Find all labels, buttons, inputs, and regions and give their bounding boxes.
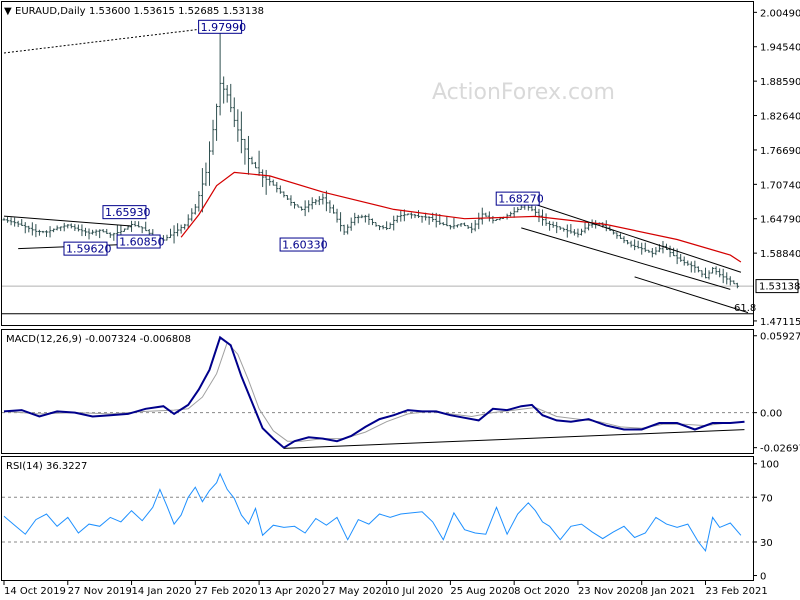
macd-support-line: [283, 429, 745, 449]
price-axis-label: 1.47115: [760, 317, 800, 328]
price-callout-label: 1.65930: [105, 206, 151, 219]
macd-layer: 0.059272 0.00 -0.026978: [2, 332, 800, 455]
macd-label: MACD(12,26,9) -0.007324 -0.006808: [6, 334, 191, 345]
macd-panel-frame: [1, 329, 754, 454]
rsi-panel-frame: [1, 456, 754, 581]
x-axis-label: 10 Jul 2020: [387, 586, 444, 597]
macd-signal-line: [3, 341, 745, 442]
fib-618-label: 61.8: [734, 303, 756, 314]
price-axis-label: 1.94540: [760, 43, 800, 54]
watermark: ActionForex.com: [432, 80, 615, 105]
x-axis-label: 27 May 2020: [323, 586, 388, 597]
x-axis-label: 14 Jan 2020: [132, 586, 192, 597]
dotted-trend-line: [3, 26, 221, 54]
moving-average-line: [180, 171, 742, 263]
x-axis-label: 25 Aug 2020: [450, 586, 514, 597]
price-axis-label: 1.70740: [760, 180, 800, 191]
price-callout-box: [198, 19, 243, 34]
price-callout-box: [116, 234, 161, 249]
price-callout-label: 1.60330: [282, 239, 328, 252]
price-layer: 2.00490 1.94540 1.88590 1.82640 1.76690 1.707…: [2, 8, 800, 328]
x-axis-label: 8 Jan 2021: [642, 586, 696, 597]
price-header-title: EURAUD,Daily: [15, 6, 86, 17]
price-callout-box: [102, 205, 147, 220]
price-callout-box: [279, 237, 324, 252]
rsi-line: [3, 472, 742, 553]
macd-axis-label: 0.059272: [760, 332, 800, 343]
price-callout-label: 1.60850: [119, 236, 165, 249]
rsi-axis-label: 30: [760, 538, 773, 549]
channel-top-line: [517, 198, 742, 273]
price-callout-label: 1.68270: [498, 193, 544, 206]
price-header-arrow: ▼: [4, 6, 12, 17]
rsi-axis-label: 0: [760, 572, 766, 583]
price-panel-frame: [1, 1, 754, 326]
price-axis-label: 1.58840: [760, 249, 800, 260]
macd-line: [3, 335, 745, 449]
price-bars: [2, 26, 739, 289]
x-axis-label: 27 Feb 2020: [195, 586, 257, 597]
channel-mid-line: [521, 227, 731, 290]
left-channel-top-line: [3, 215, 132, 227]
price-callout-box: [495, 191, 540, 206]
current-price-tag: 1.53138: [755, 279, 800, 294]
current-price-box: [755, 279, 799, 294]
rsi-axis-label: 100: [760, 460, 779, 471]
price-callout-label: 1.59620: [66, 243, 112, 256]
rsi-label: RSI(14) 36.3227: [6, 461, 87, 472]
price-axis-label: 1.76690: [760, 146, 800, 157]
channel-bottom-line: [634, 276, 749, 314]
x-axis-label: 23 Feb 2021: [705, 586, 767, 597]
x-axis-label: 23 Nov 2020: [578, 586, 642, 597]
macd-axis-label: 0.00: [760, 409, 782, 420]
macd-axis-label: -0.026978: [760, 444, 800, 455]
price-axis-label: 1.88590: [760, 77, 800, 88]
x-axis-label: 27 Nov 2019: [68, 586, 132, 597]
price-axis-label: 2.00490: [760, 8, 800, 19]
price-header-ohlc: 1.53600 1.53615 1.52685 1.53138: [89, 6, 264, 17]
x-axis-label: 13 Apr 2020: [259, 586, 321, 597]
price-axis-label: 1.82640: [760, 112, 800, 123]
x-axis-label: 14 Oct 2019: [4, 586, 66, 597]
current-price-label: 1.53138: [759, 282, 800, 293]
price-axis-label: 1.64790: [760, 215, 800, 226]
price-callout-label: 1.97990: [201, 21, 247, 34]
rsi-axis-label: 70: [760, 493, 773, 504]
rsi-layer: 100 70 30 0 14 Oct 2019 27 Nov 2019 14 Jan 202…: [2, 460, 779, 597]
x-axis-label: 8 Oct 2020: [514, 586, 569, 597]
price-callout-box: [63, 241, 108, 256]
